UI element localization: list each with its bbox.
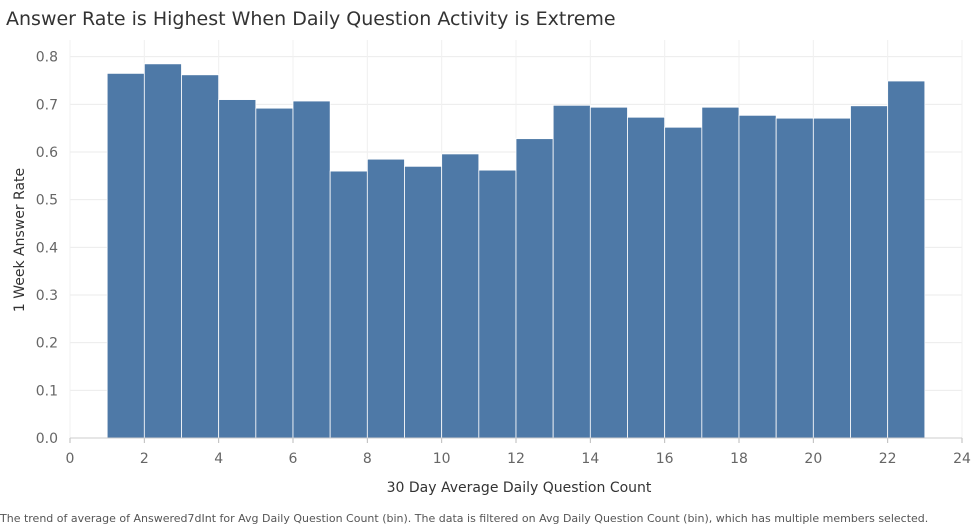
x-tick-label: 12: [507, 451, 525, 467]
bar: [143, 63, 182, 439]
chart-caption: The trend of average of Answered7dInt fo…: [0, 512, 929, 525]
bar: [812, 117, 851, 439]
x-tick-label: 2: [140, 451, 149, 467]
x-tick-label: 14: [581, 451, 599, 467]
x-tick-label: 18: [730, 451, 748, 467]
x-tick-label: 8: [363, 451, 372, 467]
bar: [441, 153, 480, 439]
bar: [738, 114, 777, 439]
axes: 0.00.10.20.30.40.50.60.70.80 2 4 6 8 10 12 14 16…: [36, 50, 971, 467]
bar: [366, 158, 405, 439]
y-tick-label: 0.2: [36, 336, 58, 352]
bar: [887, 80, 926, 439]
x-tick-label: 0: [66, 451, 75, 467]
bar: [552, 104, 591, 439]
y-tick-label: 0.1: [36, 383, 58, 399]
bar: [181, 74, 220, 439]
x-tick-label: 4: [214, 451, 223, 467]
y-tick-label: 0.3: [36, 288, 58, 304]
bar: [292, 100, 331, 439]
bar: [106, 72, 145, 439]
bar: [404, 165, 443, 439]
bar: [255, 107, 294, 439]
y-tick-label: 0.8: [36, 50, 58, 66]
x-tick-label: 20: [804, 451, 822, 467]
x-tick-label: 16: [656, 451, 674, 467]
bars: [106, 63, 926, 439]
bar: [515, 138, 554, 439]
bar: [701, 106, 740, 439]
x-tick-label: 22: [879, 451, 897, 467]
bar: [627, 116, 666, 439]
bar: [329, 170, 368, 439]
y-tick-label: 0.0: [36, 431, 58, 447]
y-tick-label: 0.4: [36, 240, 58, 256]
bar: [478, 169, 517, 439]
x-axis-title: 30 Day Average Daily Question Count: [387, 480, 652, 496]
x-tick-label: 6: [289, 451, 298, 467]
bar: [589, 106, 628, 439]
bar: [218, 99, 257, 439]
y-tick-label: 0.5: [36, 193, 58, 209]
bar: [850, 105, 889, 439]
bar: [775, 117, 814, 439]
bar: [664, 126, 703, 439]
y-axis-title: 1 Week Answer Rate: [12, 168, 28, 312]
x-tick-label: 24: [953, 451, 971, 467]
x-tick-label: 10: [433, 451, 451, 467]
chart-title: Answer Rate is Highest When Daily Questi…: [6, 8, 616, 30]
y-tick-label: 0.7: [36, 97, 58, 113]
y-tick-label: 0.6: [36, 145, 58, 161]
